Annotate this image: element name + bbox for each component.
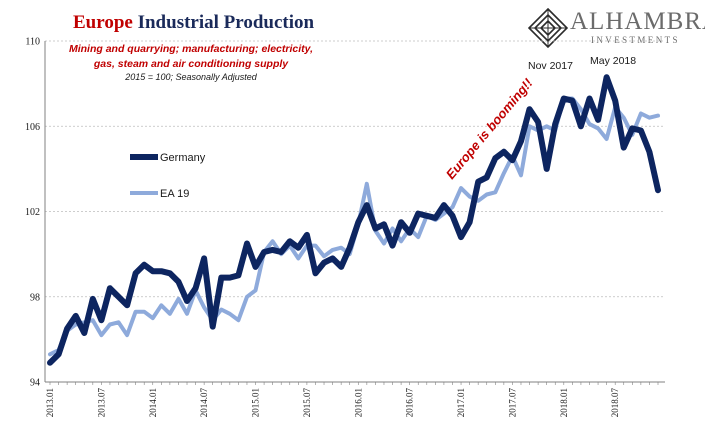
x-tick-label: 2017.07: [507, 388, 517, 418]
subtitle-note: 2015 = 100; Seasonally Adjusted: [125, 72, 257, 82]
y-tick-label: 110: [25, 37, 40, 48]
x-tick-label: 2018.01: [559, 388, 569, 417]
logo-name: ALHAMBRA: [570, 8, 705, 35]
x-tick-label: 2015.07: [302, 388, 312, 418]
x-tick-label: 2014.01: [148, 388, 158, 417]
alhambra-diamond-icon: [528, 8, 568, 48]
title-accent: Europe: [73, 12, 133, 33]
subtitle-line-2: gas, steam and air conditioning supply: [93, 58, 289, 70]
y-tick-label: 102: [25, 207, 40, 218]
chart-title: Europe Industrial Production: [73, 12, 314, 34]
x-tick-label: 2013.01: [45, 388, 55, 417]
x-tick-label: 2018.07: [610, 388, 620, 418]
legend-label: EA 19: [160, 188, 189, 200]
x-tick-label: 2016.07: [405, 388, 415, 418]
y-tick-label: 94: [30, 378, 40, 389]
x-tick-label: 2015.01: [251, 388, 261, 417]
x-tick-label: 2016.01: [353, 388, 363, 417]
x-tick-label: 2014.07: [199, 388, 209, 418]
x-tick-label: 2017.01: [456, 388, 466, 417]
series-line-germany: [47, 74, 661, 366]
title-rest: Industrial Production: [137, 12, 315, 33]
annotation-nov-2017: Nov 2017: [528, 60, 573, 72]
annotation-may-2018: May 2018: [590, 55, 636, 67]
y-tick-label: 98: [30, 292, 40, 303]
logo-subname: INVESTMENTS: [591, 35, 680, 45]
legend-label: Germany: [160, 152, 206, 164]
x-tick-label: 2013.07: [96, 388, 106, 418]
subtitle-line-1: Mining and quarrying; manufacturing; ele…: [68, 43, 314, 55]
y-tick-label: 106: [25, 122, 40, 133]
